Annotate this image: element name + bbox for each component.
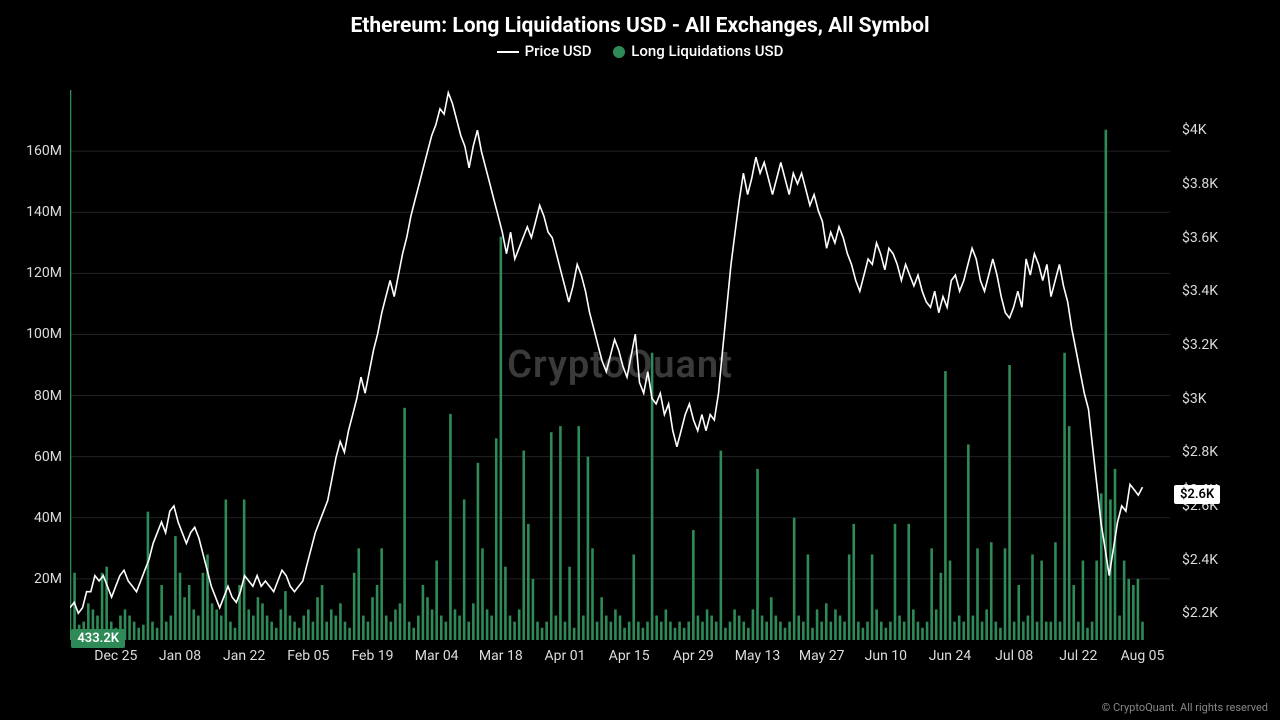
x-tick: Mar 18 [479,640,523,664]
x-tick: Jan 08 [159,640,201,664]
x-tick: Aug 05 [1121,640,1165,664]
x-tick: Feb 05 [287,640,329,664]
legend-line-swatch [497,51,519,53]
x-tick: Mar 04 [415,640,459,664]
legend-bar-swatch [613,46,625,58]
x-tick: Jul 22 [1059,640,1097,664]
y-right-tick: $2.2K [1170,605,1218,621]
y-left-tick: 120M [26,265,70,281]
x-tick: May 27 [799,640,845,664]
legend-line-label: Price USD [525,42,592,60]
x-tick: Jun 24 [929,640,971,664]
x-tick: Jun 10 [865,640,907,664]
legend-bar-label: Long Liquidations USD [631,42,783,60]
y-left-tick: 40M [34,510,70,526]
y-right-tick: $2.8K [1170,444,1218,460]
x-tick: Jan 22 [223,640,265,664]
y-left-tick: 140M [26,204,70,220]
y-right-tick: $3.8K [1170,176,1218,192]
y-right-tick: $4K [1170,122,1207,138]
plot-area: CryptoQuant 20M40M60M80M100M120M140M160M… [70,90,1170,640]
y-right-tick: $3.6K [1170,230,1218,246]
chart-legend: Price USD Long Liquidations USD [0,42,1280,60]
x-tick: Apr 15 [609,640,650,664]
y-left-tick: 20M [34,571,70,587]
x-tick: Apr 01 [545,640,586,664]
x-tick: Jul 08 [995,640,1033,664]
right-value-badge: $2.6K [1174,485,1220,504]
y-left-tick: 60M [34,449,70,465]
chart-container: Ethereum: Long Liquidations USD - All Ex… [0,0,1280,720]
x-tick: Apr 29 [673,640,714,664]
y-left-tick: 80M [34,388,70,404]
y-left-tick: 100M [26,326,70,342]
y-right-tick: $2.4K [1170,552,1218,568]
y-right-tick: $3.2K [1170,337,1218,353]
y-right-tick: $3.4K [1170,283,1218,299]
copyright: © CryptoQuant. All rights reserved [1102,701,1268,714]
x-tick: Feb 19 [351,640,393,664]
y-left-tick: 160M [26,143,70,159]
x-tick: May 13 [735,640,781,664]
y-right-tick: $3K [1170,391,1207,407]
chart-title: Ethereum: Long Liquidations USD - All Ex… [0,14,1280,38]
left-value-badge: 433.2K [71,629,125,648]
